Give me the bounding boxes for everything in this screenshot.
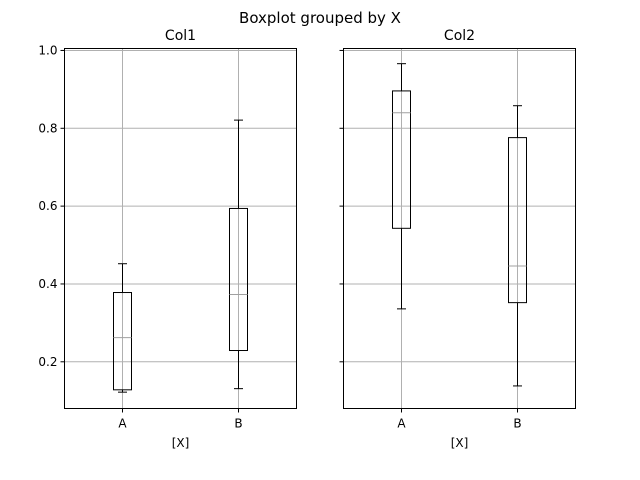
x-axis-label: [X] xyxy=(172,436,190,450)
axes-frame xyxy=(343,48,576,409)
y-tick-label: 0.2 xyxy=(38,355,57,369)
box-b xyxy=(508,137,527,304)
box-group xyxy=(113,119,248,393)
x-tick-label: A xyxy=(397,417,406,431)
y-tick-label: 0.4 xyxy=(38,277,57,291)
grid-lines xyxy=(64,48,297,409)
x-tick-label: A xyxy=(118,417,127,431)
panel-title: Col1 xyxy=(165,28,196,44)
x-tick-label: B xyxy=(513,417,521,431)
x-axis-label: [X] xyxy=(451,436,469,450)
figure-title: Boxplot grouped by X xyxy=(239,9,401,27)
box-b xyxy=(229,207,248,352)
y-tick-label: 0.8 xyxy=(38,121,57,135)
box-group xyxy=(392,63,527,387)
box-a xyxy=(113,292,132,391)
y-tick-label: 0.6 xyxy=(38,199,57,213)
box-a xyxy=(392,90,411,229)
y-axis: 0.2 0.4 0.6 0.8 1.0 xyxy=(38,43,65,369)
y-tick-label: 1.0 xyxy=(38,43,57,57)
axes-frame xyxy=(64,48,297,409)
x-tick-label: B xyxy=(234,417,242,431)
y-axis xyxy=(339,49,344,363)
panel-title: Col2 xyxy=(444,28,475,44)
